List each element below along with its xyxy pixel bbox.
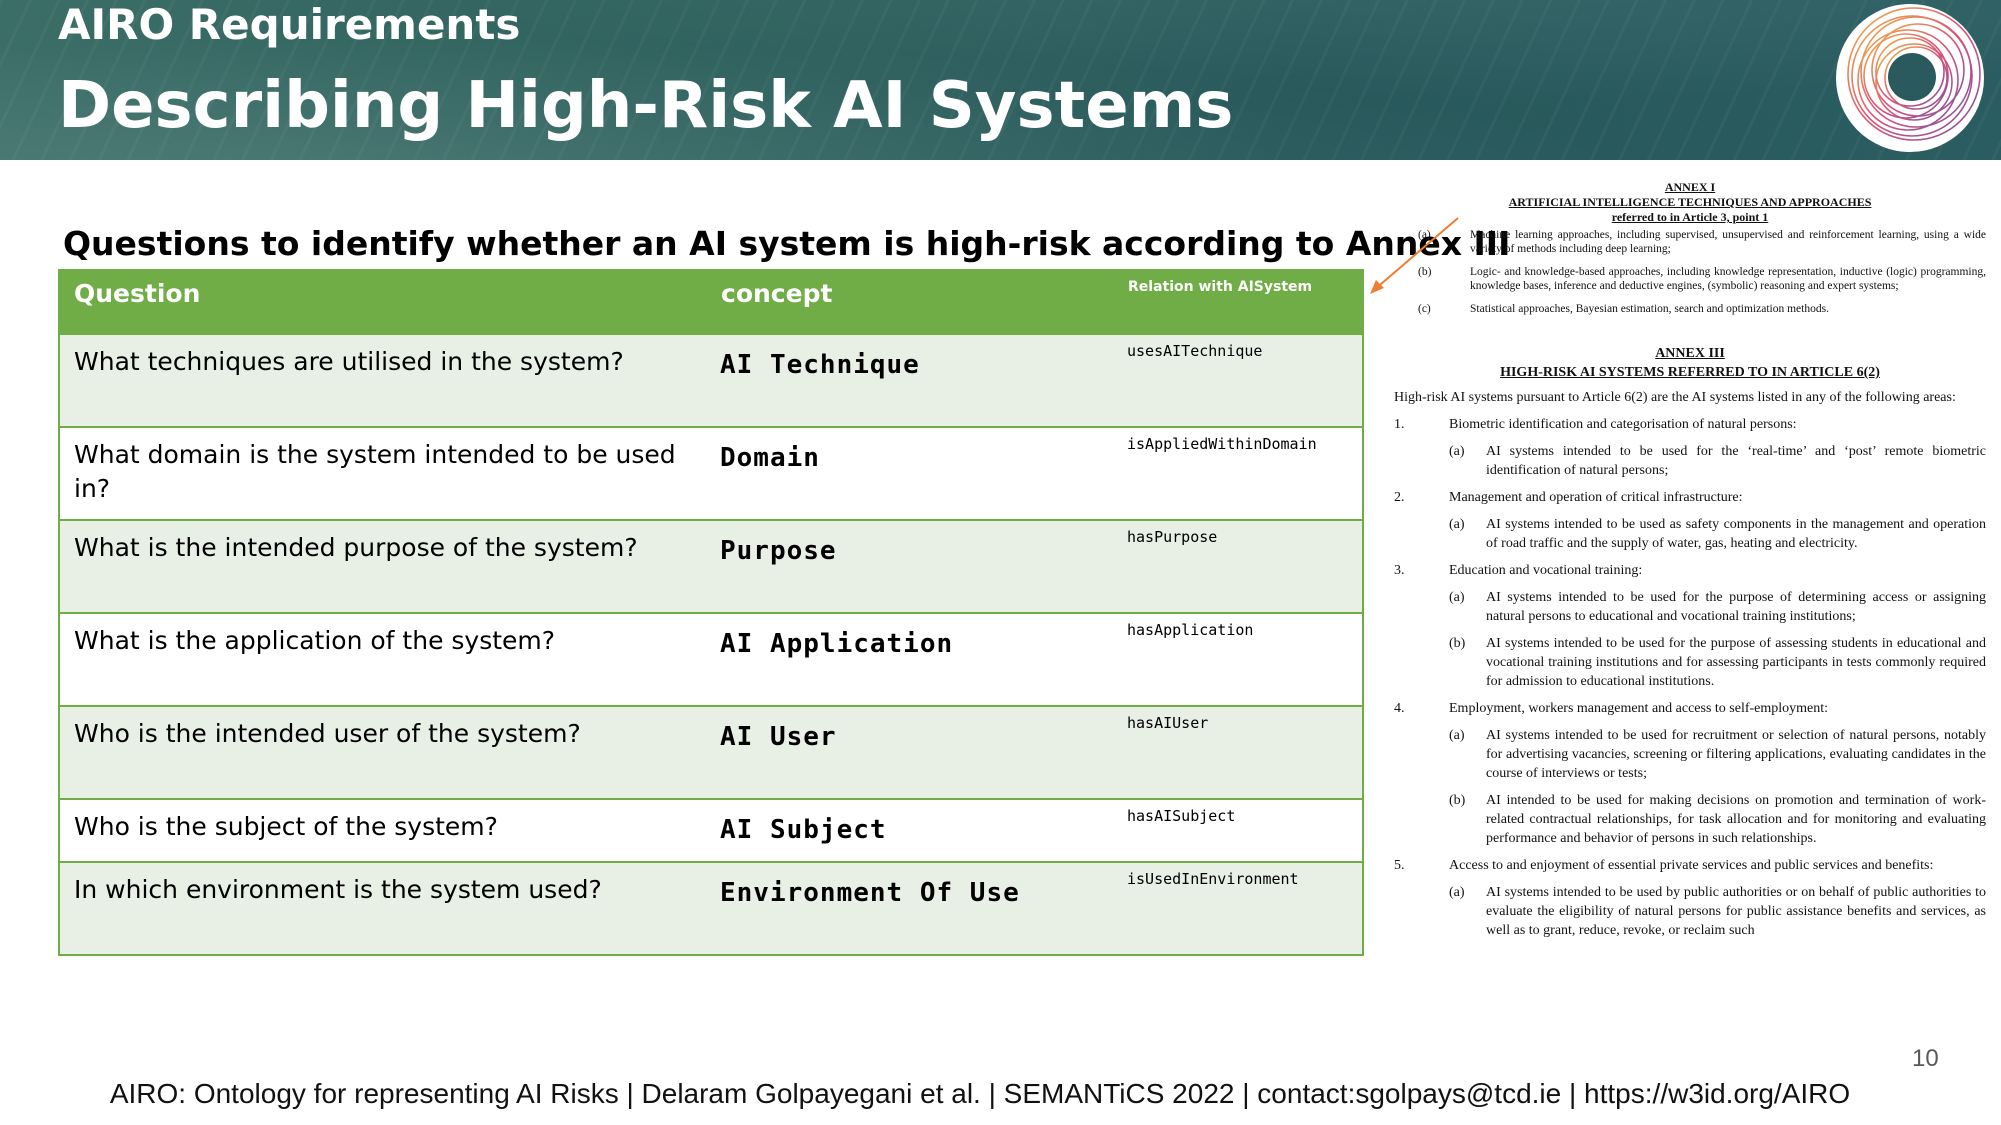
annex3-section: 5. Access to and enjoyment of essential …	[1394, 856, 1986, 875]
annex-excerpt: ANNEX I ARTIFICIAL INTELLIGENCE TECHNIQU…	[1394, 180, 1986, 940]
column-header-question: Question	[58, 269, 707, 335]
relation-cell: hasAIUser	[1111, 705, 1364, 800]
subitem-text: AI systems intended to be used for the p…	[1486, 590, 1986, 624]
relation-cell: hasAISubject	[1111, 798, 1364, 863]
annex3-subitem: (b) AI intended to be used for making de…	[1394, 791, 1986, 848]
annex3-subitem: (b) AI systems intended to be used for t…	[1394, 634, 1986, 691]
question-cell: What is the application of the system?	[58, 612, 706, 707]
subitem-label: (a)	[1449, 728, 1465, 743]
annex3-heading: ANNEX III	[1655, 346, 1725, 361]
question-cell: In which environment is the system used?	[58, 861, 706, 956]
annex3-subitem: (a) AI systems intended to be used for t…	[1394, 442, 1986, 480]
subitem-label: (a)	[1449, 885, 1465, 900]
item-text: Machine learning approaches, including s…	[1470, 229, 1986, 255]
annex3-subitem: (a) AI systems intended to be used for r…	[1394, 726, 1986, 783]
annex3-section: 2. Management and operation of critical …	[1394, 488, 1986, 507]
annex1-reference: referred to in Article 3, point 1	[1611, 210, 1769, 224]
section-kicker: AIRO Requirements	[58, 0, 521, 49]
question-cell: What is the intended purpose of the syst…	[58, 519, 706, 614]
footer-citation: AIRO: Ontology for representing AI Risks…	[109, 1078, 1851, 1109]
concept-cell: AI User	[706, 705, 1111, 800]
annex3-section: 3. Education and vocational training:	[1394, 561, 1986, 580]
annex3-subitem: (a) AI systems intended to be used for t…	[1394, 588, 1986, 626]
concept-cell: AI Technique	[706, 333, 1111, 428]
concept-cell: Environment Of Use	[706, 861, 1111, 956]
subitem-label: (a)	[1449, 590, 1465, 605]
annex3-subitem: (a) AI systems intended to be used as sa…	[1394, 515, 1986, 553]
subitem-text: AI systems intended to be used for the ‘…	[1486, 444, 1986, 478]
annex3-subitem: (a) AI systems intended to be used by pu…	[1394, 883, 1986, 940]
concept-cell: AI Subject	[706, 798, 1111, 863]
relation-cell: hasPurpose	[1111, 519, 1364, 614]
airo-spiral-logo-icon	[1836, 4, 1984, 152]
table-header-row: Question concept Relation with AISystem	[58, 269, 1364, 335]
slide-title: Describing High-Risk AI Systems	[58, 69, 1234, 143]
annex3-intro: High-risk AI systems pursuant to Article…	[1394, 390, 1956, 405]
subitem-text: AI systems intended to be used for the p…	[1486, 636, 1986, 689]
annex1-item: (c) Statistical approaches, Bayesian est…	[1394, 302, 1986, 316]
section-title: Education and vocational training:	[1449, 563, 1643, 578]
header-banner: AIRO Requirements Describing High-Risk A…	[0, 0, 2001, 160]
column-header-concept: concept	[705, 269, 1112, 335]
table-row: Who is the intended user of the system? …	[58, 705, 1364, 800]
subitem-text: AI systems intended to be used by public…	[1486, 885, 1986, 938]
section-title: Access to and enjoyment of essential pri…	[1449, 858, 1934, 873]
item-label: (a)	[1418, 229, 1431, 241]
relation-cell: usesAITechnique	[1111, 333, 1364, 428]
annex1-title: ARTIFICIAL INTELLIGENCE TECHNIQUES AND A…	[1508, 195, 1872, 209]
table-row: In which environment is the system used?…	[58, 861, 1364, 956]
concept-cell: Purpose	[706, 519, 1111, 614]
subitem-text: AI systems intended to be used for recru…	[1486, 728, 1986, 781]
relation-cell: hasApplication	[1111, 612, 1364, 707]
question-cell: Who is the subject of the system?	[58, 798, 706, 863]
concept-cell: AI Application	[706, 612, 1111, 707]
subitem-text: AI systems intended to be used as safety…	[1486, 517, 1986, 551]
section-number: 2.	[1394, 490, 1405, 505]
page-number: 10	[1912, 1045, 1939, 1072]
question-cell: What techniques are utilised in the syst…	[58, 333, 706, 428]
item-text: Logic- and knowledge-based approaches, i…	[1470, 266, 1986, 292]
questions-table: Question concept Relation with AISystem …	[58, 269, 1364, 956]
relation-cell: isAppliedWithinDomain	[1111, 426, 1364, 521]
arrow-icon	[1370, 217, 1459, 294]
annex1-item: (a) Machine learning approaches, includi…	[1394, 228, 1986, 256]
subitem-label: (b)	[1449, 636, 1466, 651]
section-title: Employment, workers management and acces…	[1449, 701, 1829, 716]
annex3-section: 1. Biometric identification and categori…	[1394, 415, 1986, 434]
concept-cell: Domain	[706, 426, 1111, 521]
section-number: 4.	[1394, 701, 1405, 716]
section-title: Biometric identification and categorisat…	[1449, 417, 1797, 432]
section-title: Management and operation of critical inf…	[1449, 490, 1743, 505]
annex3-title: HIGH-RISK AI SYSTEMS REFERRED TO IN ARTI…	[1500, 365, 1880, 380]
item-label: (c)	[1418, 303, 1431, 315]
relation-cell: isUsedInEnvironment	[1111, 861, 1364, 956]
table-row: What is the application of the system? A…	[58, 612, 1364, 707]
annex1-heading: ANNEX I	[1664, 180, 1716, 194]
section-number: 3.	[1394, 563, 1405, 578]
section-number: 1.	[1394, 417, 1405, 432]
subitem-label: (a)	[1449, 444, 1465, 459]
subitem-label: (b)	[1449, 793, 1466, 808]
section-number: 5.	[1394, 858, 1405, 873]
table-row: Who is the subject of the system? AI Sub…	[58, 798, 1364, 863]
subitem-text: AI intended to be used for making decisi…	[1486, 793, 1986, 846]
item-text: Statistical approaches, Bayesian estimat…	[1470, 303, 1829, 315]
subitem-label: (a)	[1449, 517, 1465, 532]
header-texture	[0, 0, 2001, 160]
item-label: (b)	[1418, 266, 1432, 278]
column-header-relation: Relation with AISystem	[1110, 269, 1364, 335]
question-cell: Who is the intended user of the system?	[58, 705, 706, 800]
question-cell: What domain is the system intended to be…	[58, 426, 706, 521]
table-row: What is the intended purpose of the syst…	[58, 519, 1364, 614]
table-caption: Questions to identify whether an AI syst…	[63, 224, 1511, 263]
annex3-section: 4. Employment, workers management and ac…	[1394, 699, 1986, 718]
annex1-item: (b) Logic- and knowledge-based approache…	[1394, 265, 1986, 293]
table-row: What domain is the system intended to be…	[58, 426, 1364, 521]
table-row: What techniques are utilised in the syst…	[58, 333, 1364, 428]
